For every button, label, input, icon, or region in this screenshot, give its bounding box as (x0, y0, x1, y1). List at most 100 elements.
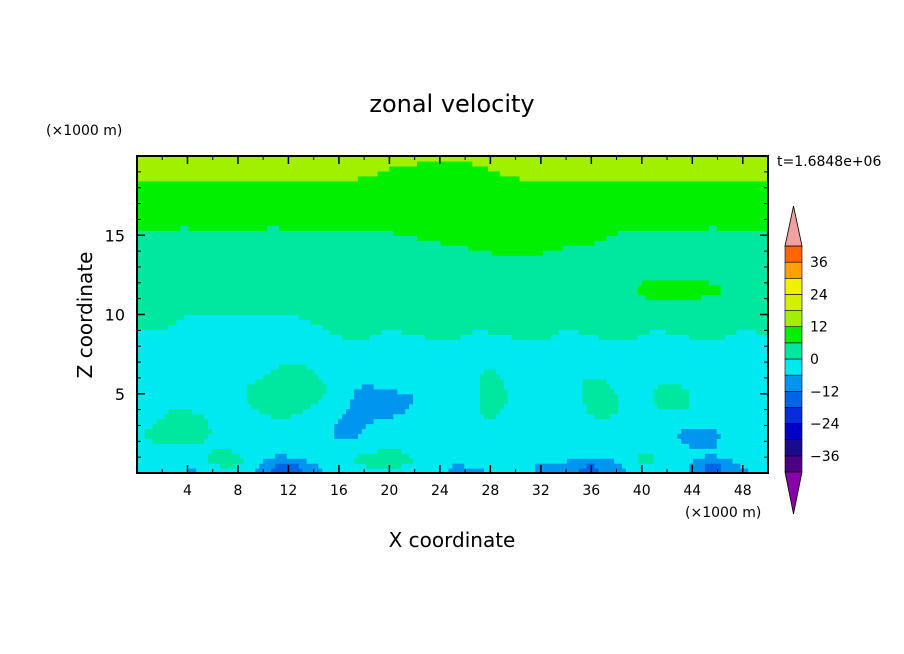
field-cell (263, 453, 268, 459)
field-cell (531, 468, 536, 473)
field-cell (215, 428, 221, 434)
field-cell (188, 383, 193, 390)
field-cell (144, 378, 150, 385)
field-cell (507, 378, 513, 385)
field-cell (720, 349, 726, 355)
field-cell (697, 453, 702, 459)
field-cell (724, 443, 730, 449)
field-cell (310, 428, 316, 434)
field-cell (243, 413, 249, 420)
field-cell (164, 314, 170, 321)
field-cell (558, 359, 564, 365)
field-cell (653, 423, 659, 430)
field-cell (188, 408, 193, 415)
field-cell (472, 388, 477, 395)
field-cell (389, 413, 394, 420)
field-cell (610, 428, 615, 434)
field-cell (417, 418, 422, 425)
field-cell (409, 413, 414, 420)
field-cell (196, 339, 201, 345)
field-cell (495, 398, 501, 405)
field-cell (298, 383, 304, 390)
field-cell (681, 453, 686, 459)
field-cell (420, 364, 426, 370)
field-cell (263, 344, 268, 350)
field-cell (736, 359, 741, 365)
field-cell (243, 423, 249, 430)
field-cell (606, 359, 611, 365)
field-cell (271, 383, 276, 390)
field-cell (649, 334, 655, 340)
field-cell (227, 388, 233, 395)
field-cell (657, 413, 663, 420)
field-cell (334, 393, 339, 400)
field-cell (290, 383, 296, 390)
field-cell (673, 388, 678, 395)
field-cell (570, 398, 576, 405)
field-cell (523, 388, 529, 395)
field-cell (326, 448, 331, 454)
field-cell (361, 418, 367, 425)
field-cell (764, 383, 768, 390)
field-cell (606, 423, 611, 430)
field-cell (235, 319, 241, 325)
field-cell (531, 319, 536, 325)
field-cell (468, 423, 473, 430)
field-cell (397, 364, 402, 370)
field-cell (708, 413, 714, 420)
field-cell (247, 433, 252, 439)
field-cell (649, 354, 655, 360)
field-cell (487, 349, 493, 355)
field-cell (251, 428, 256, 434)
field-cell (338, 413, 343, 420)
field-cell (456, 443, 461, 449)
field-cell (361, 339, 367, 345)
field-cell (318, 334, 323, 340)
field-cell (251, 383, 256, 390)
field-cell (215, 354, 221, 360)
field-cell (519, 373, 525, 380)
field-cell (503, 413, 509, 420)
field-cell (685, 418, 690, 425)
field-cell (586, 463, 592, 469)
field-cell (468, 448, 473, 454)
field-cell (495, 458, 501, 464)
field-cell (290, 354, 296, 360)
field-cell (401, 458, 406, 464)
field-cell (235, 443, 241, 449)
field-cell (570, 329, 576, 335)
field-cell (401, 448, 406, 454)
field-cell (365, 398, 371, 405)
field-cell (180, 413, 185, 420)
field-cell (318, 344, 323, 350)
field-cell (326, 378, 331, 385)
field-cell (626, 463, 631, 469)
field-cell (732, 368, 738, 375)
field-cell (298, 458, 304, 464)
field-cell (744, 364, 749, 370)
field-cell (558, 364, 564, 370)
field-cell (436, 339, 442, 345)
field-cell (243, 468, 249, 473)
field-cell (144, 393, 150, 400)
field-cell (558, 443, 564, 449)
field-cell (503, 423, 509, 430)
field-cell (160, 344, 166, 350)
field-cell (756, 448, 761, 454)
field-cell (330, 423, 335, 430)
field-cell (487, 359, 493, 365)
field-cell (247, 428, 252, 434)
field-cell (606, 373, 611, 380)
field-cell (653, 334, 659, 340)
field-cell (511, 403, 517, 410)
field-cell (756, 378, 761, 385)
field-cell (618, 438, 623, 444)
field-cell (405, 393, 410, 400)
field-cell (700, 428, 706, 434)
field-cell (207, 334, 213, 340)
field-cell (622, 334, 627, 340)
field-cell (346, 349, 351, 355)
field-cell (586, 373, 592, 380)
field-cell (448, 378, 454, 385)
field-cell (168, 443, 174, 449)
